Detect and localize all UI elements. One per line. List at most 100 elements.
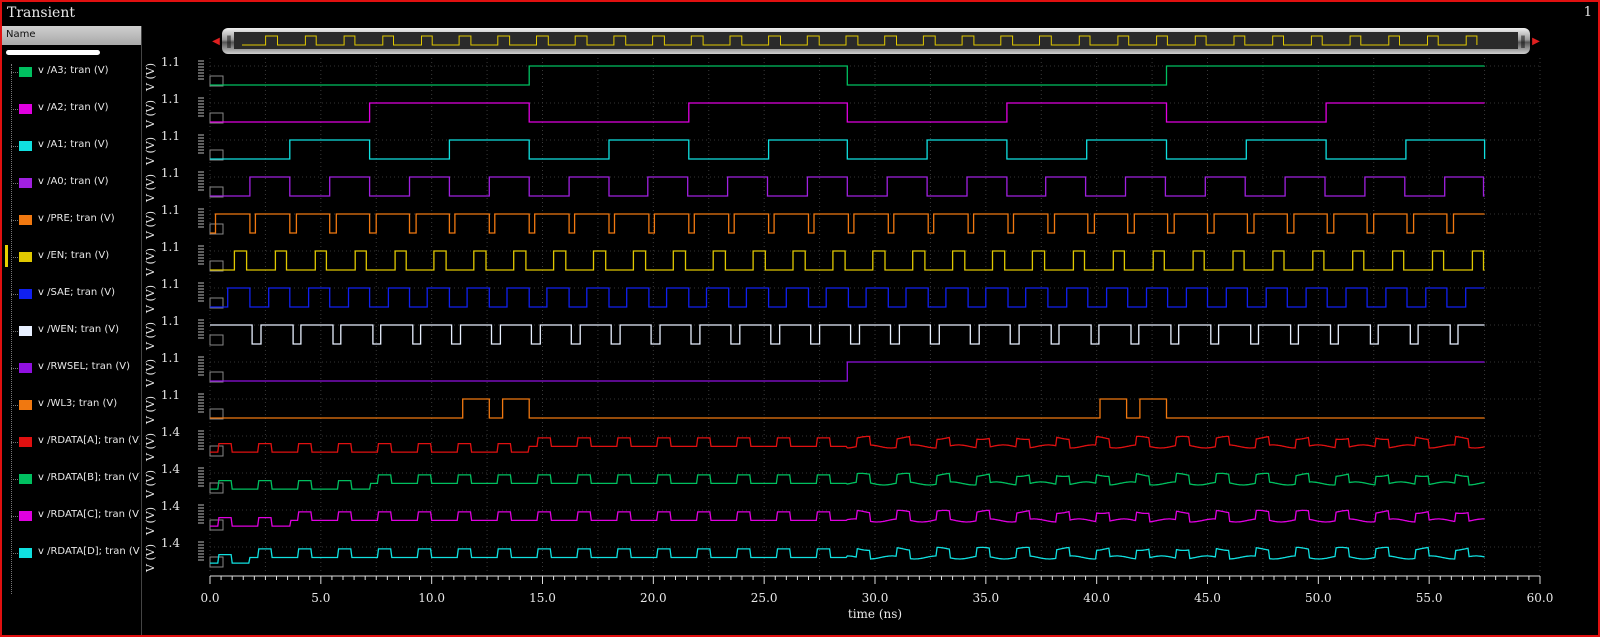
y-tick-label: 1.1 — [161, 55, 180, 69]
tree-connector — [11, 553, 18, 554]
signal-label: v /EN; tran (V) — [38, 250, 110, 261]
tree-connector — [11, 516, 18, 517]
signal-label: v /RDATA[C]; tran (V) — [38, 509, 140, 520]
strip-marker-icon[interactable] — [209, 260, 224, 272]
selection-marker — [5, 245, 8, 267]
signal-row-a1[interactable]: v /A1; tran (V) — [2, 134, 141, 164]
strip-marker-icon[interactable] — [209, 75, 224, 87]
trace-rdata_b[interactable] — [210, 472, 1485, 490]
y-tick-label: 1.4 — [161, 425, 180, 439]
signal-label: v /RWSEL; tran (V) — [38, 361, 131, 372]
signal-row-a2[interactable]: v /A2; tran (V) — [2, 97, 141, 127]
signal-row-wl3[interactable]: v /WL3; tran (V) — [2, 393, 141, 423]
signal-label: v /A2; tran (V) — [38, 102, 109, 113]
y-unit-label: V (V) — [144, 396, 157, 425]
trace-rdata_d[interactable] — [210, 546, 1485, 564]
trace-pre[interactable] — [210, 213, 1485, 234]
tree-connector — [11, 72, 18, 73]
strip-marker-icon[interactable] — [209, 482, 224, 494]
strip-marker-icon[interactable] — [209, 297, 224, 309]
signal-label: v /PRE; tran (V) — [38, 213, 115, 224]
strip-marker-icon[interactable] — [209, 223, 224, 235]
y-unit-label: V (V) — [144, 137, 157, 166]
waveform-plot[interactable]: 1.1 V (V) 1.1 V (V) 1.1 V (V) 1.1 V (V) 1.1 V (V)… — [142, 26, 1598, 635]
y-unit-label: V (V) — [144, 248, 157, 277]
signal-color-swatch — [19, 437, 32, 447]
strip-marker-icon[interactable] — [209, 408, 224, 420]
x-tick-label: 60.0 — [1527, 591, 1554, 605]
signal-row-wen[interactable]: v /WEN; tran (V) — [2, 319, 141, 349]
trace-rdata_a[interactable] — [210, 435, 1485, 453]
trace-a0[interactable] — [210, 176, 1485, 197]
x-axis-label: time (ns) — [848, 607, 902, 621]
strip-marker-icon[interactable] — [209, 556, 224, 568]
x-tick-label: 10.0 — [418, 591, 445, 605]
strip-marker-icon[interactable] — [209, 186, 224, 198]
trace-rdata_c[interactable] — [210, 509, 1485, 527]
y-tick-label: 1.4 — [161, 536, 180, 550]
signal-color-swatch — [19, 178, 32, 188]
signal-row-rwsel[interactable]: v /RWSEL; tran (V) — [2, 356, 141, 386]
y-unit-label: V (V) — [144, 322, 157, 351]
name-header-label: Name — [6, 29, 36, 40]
name-column-resizer[interactable] — [6, 50, 100, 55]
strip-marker-icon[interactable] — [209, 149, 224, 161]
y-unit-label: V (V) — [144, 174, 157, 203]
y-unit-label: V (V) — [144, 544, 157, 573]
y-tick-label: 1.1 — [161, 314, 180, 328]
y-unit-label: V (V) — [144, 211, 157, 240]
signal-row-en[interactable]: v /EN; tran (V) — [2, 245, 141, 275]
overview-scrollbar[interactable]: ‖ ‖ — [222, 28, 1530, 54]
x-tick-label: 25.0 — [751, 591, 778, 605]
trace-a3[interactable] — [210, 65, 1485, 86]
scroll-grip-right-icon[interactable]: ‖ — [1520, 34, 1526, 48]
signal-label: v /A1; tran (V) — [38, 139, 109, 150]
signal-row-pre[interactable]: v /PRE; tran (V) — [2, 208, 141, 238]
signal-color-swatch — [19, 67, 32, 77]
x-tick-label: 30.0 — [862, 591, 889, 605]
y-unit-label: V (V) — [144, 507, 157, 536]
signal-color-swatch — [19, 289, 32, 299]
name-column-header[interactable]: Name — [2, 26, 141, 45]
y-unit-label: V (V) — [144, 285, 157, 314]
trace-rwsel[interactable] — [210, 361, 1485, 382]
strip-marker-icon[interactable] — [209, 334, 224, 346]
trace-a1[interactable] — [210, 139, 1486, 160]
tree-connector — [11, 183, 18, 184]
trace-a2[interactable] — [210, 102, 1485, 123]
trace-en[interactable] — [210, 250, 1485, 271]
plot-area[interactable]: 1.1 V (V) 1.1 V (V) 1.1 V (V) 1.1 V (V) 1.1 V (V)… — [142, 26, 1598, 635]
strip-marker-icon[interactable] — [209, 445, 224, 457]
overview-waveform — [234, 32, 1518, 49]
signal-row-rdata_b[interactable]: v /RDATA[B]; tran (V) — [2, 467, 141, 497]
signal-row-a3[interactable]: v /A3; tran (V) — [2, 60, 141, 90]
signal-row-a0[interactable]: v /A0; tran (V) — [2, 171, 141, 201]
trace-sae[interactable] — [210, 287, 1485, 308]
overview-trace-en — [242, 35, 1478, 46]
signal-color-swatch — [19, 400, 32, 410]
signal-color-swatch — [19, 215, 32, 225]
signal-row-rdata_a[interactable]: v /RDATA[A]; tran (V) — [2, 430, 141, 460]
strip-marker-icon[interactable] — [209, 519, 224, 531]
x-tick-label: 20.0 — [640, 591, 667, 605]
tree-connector — [11, 146, 18, 147]
scroll-left-arrow-icon[interactable]: ◀ — [212, 36, 220, 47]
x-tick-label: 40.0 — [1083, 591, 1110, 605]
trace-wen[interactable] — [210, 324, 1485, 345]
signal-color-swatch — [19, 326, 32, 336]
scroll-right-arrow-icon[interactable]: ▶ — [1532, 36, 1540, 47]
tree-connector — [11, 220, 18, 221]
signal-row-sae[interactable]: v /SAE; tran (V) — [2, 282, 141, 312]
scroll-grip-left-icon[interactable]: ‖ — [226, 34, 232, 48]
signal-color-swatch — [19, 104, 32, 114]
signal-row-rdata_d[interactable]: v /RDATA[D]; tran (V) — [2, 541, 141, 571]
trace-wl3[interactable] — [210, 398, 1485, 419]
tree-connector — [11, 109, 18, 110]
y-tick-label: 1.1 — [161, 240, 180, 254]
strip-marker-icon[interactable] — [209, 112, 224, 124]
signal-label: v /WEN; tran (V) — [38, 324, 120, 335]
strip-marker-icon[interactable] — [209, 371, 224, 383]
signal-row-rdata_c[interactable]: v /RDATA[C]; tran (V) — [2, 504, 141, 534]
signal-name-panel: Name v /A3; tran (V) v /A2; tran (V) v /A1… — [2, 26, 142, 635]
